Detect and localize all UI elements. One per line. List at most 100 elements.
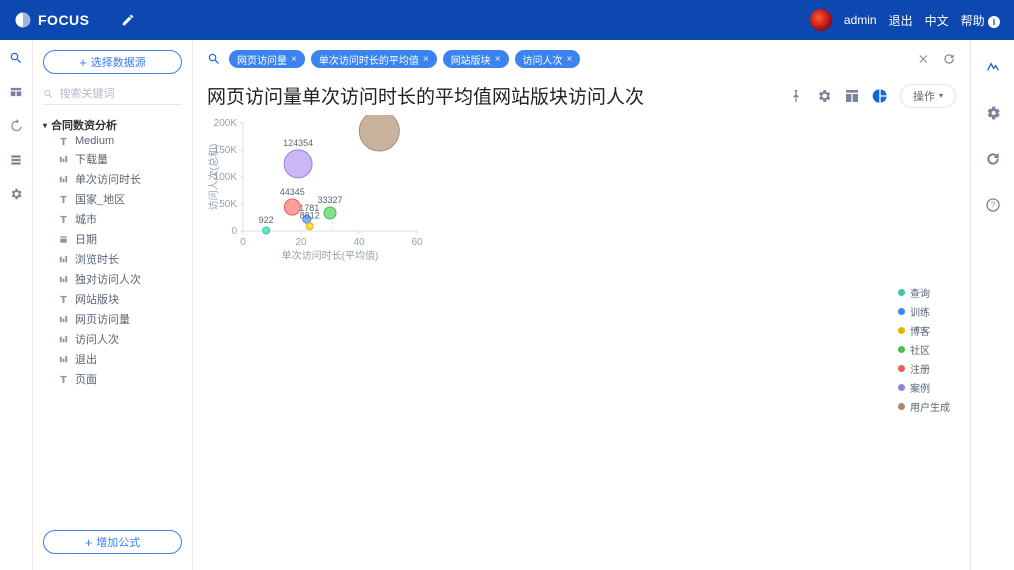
help-link[interactable]: 帮助 i <box>961 12 1000 29</box>
pill-close-icon[interactable]: × <box>567 54 573 65</box>
chart-icon[interactable] <box>872 88 888 104</box>
field-item[interactable]: 城市 <box>43 209 182 229</box>
header-right: admin 退出 中文 帮助 i <box>810 9 1000 31</box>
username[interactable]: admin <box>844 13 877 27</box>
content: 网页访问量× 单次访问时长的平均值× 网站版块× 访问人次× 网页访问量单次访问时长的… <box>193 40 970 570</box>
query-search-icon[interactable] <box>207 52 221 66</box>
field-item[interactable]: 国家_地区 <box>43 189 182 209</box>
svg-text:?: ? <box>990 201 995 210</box>
operate-button[interactable]: 操作 ▾ <box>900 84 956 108</box>
svg-text:124354: 124354 <box>283 138 313 148</box>
bubble[interactable] <box>359 115 399 151</box>
field-search[interactable] <box>43 88 182 105</box>
logo[interactable]: FOCUS <box>14 11 90 29</box>
bubble[interactable] <box>284 150 312 178</box>
field-type-icon <box>57 173 69 185</box>
table-icon[interactable] <box>844 88 860 104</box>
chevron-down-icon: ▾ <box>939 91 943 100</box>
svg-text:访问人次(总和): 访问人次(总和) <box>207 144 220 211</box>
logo-icon <box>14 11 32 29</box>
edit-icon[interactable] <box>120 12 136 28</box>
legend: 查询训练博客社区注册案例用户生成 <box>898 285 950 418</box>
field-item[interactable]: 页面 <box>43 369 182 389</box>
legend-item[interactable]: 博客 <box>898 323 950 338</box>
bubble[interactable] <box>284 199 300 215</box>
field-item[interactable]: 日期 <box>43 229 182 249</box>
svg-text:922: 922 <box>259 215 274 225</box>
reload-icon[interactable] <box>980 146 1006 172</box>
pill-close-icon[interactable]: × <box>291 54 297 65</box>
query-bar: 网页访问量× 单次访问时长的平均值× 网站版块× 访问人次× <box>207 50 956 68</box>
field-item[interactable]: 访问人次 <box>43 329 182 349</box>
legend-item[interactable]: 注册 <box>898 361 950 376</box>
bubble[interactable] <box>306 223 313 230</box>
field-search-input[interactable] <box>60 88 182 100</box>
field-item[interactable]: Medium <box>43 133 182 149</box>
left-rail <box>0 40 33 570</box>
field-type-icon <box>57 135 69 147</box>
help-icon[interactable]: ? <box>980 192 1006 218</box>
query-pill[interactable]: 访问人次× <box>515 50 581 68</box>
field-type-icon <box>57 293 69 305</box>
rail-settings-icon[interactable] <box>8 186 24 202</box>
field-type-icon <box>57 213 69 225</box>
svg-text:0: 0 <box>240 237 246 248</box>
settings-icon[interactable] <box>816 88 832 104</box>
chart: 050K100K150K200K0204060单次访问时长(平均值)访问人次(总… <box>207 115 956 570</box>
lang-link[interactable]: 中文 <box>925 12 949 29</box>
query-pill[interactable]: 网页访问量× <box>229 50 305 68</box>
bubble[interactable] <box>324 207 336 219</box>
pill-close-icon[interactable]: × <box>495 54 501 65</box>
query-pill[interactable]: 网站版块× <box>443 50 509 68</box>
field-type-icon <box>57 193 69 205</box>
field-type-icon <box>57 273 69 285</box>
legend-item[interactable]: 查询 <box>898 285 950 300</box>
bubble-chart-svg: 050K100K150K200K0204060单次访问时长(平均值)访问人次(总… <box>207 115 507 265</box>
field-tree: ▾ 合同数资分析 Medium下载量单次访问时长国家_地区城市日期浏览时长独对访… <box>43 117 182 389</box>
legend-item[interactable]: 训练 <box>898 304 950 319</box>
field-item[interactable]: 独对访问人次 <box>43 269 182 289</box>
clear-icon[interactable] <box>918 52 932 66</box>
field-item[interactable]: 网站版块 <box>43 289 182 309</box>
plus-icon: + <box>79 56 87 69</box>
legend-dot <box>898 384 905 391</box>
select-source-button[interactable]: + 选择数据源 <box>43 50 182 74</box>
svg-text:50K: 50K <box>219 199 237 210</box>
query-pills: 网页访问量× 单次访问时长的平均值× 网站版块× 访问人次× <box>229 50 910 68</box>
field-type-icon <box>57 153 69 165</box>
pin-icon[interactable] <box>788 88 804 104</box>
field-item[interactable]: 浏览时长 <box>43 249 182 269</box>
bubble[interactable] <box>263 227 270 234</box>
avatar[interactable] <box>810 9 832 31</box>
svg-text:60: 60 <box>411 237 423 248</box>
legend-dot <box>898 365 905 372</box>
body: + 选择数据源 ▾ 合同数资分析 Medium下载量单次访问时长国家_地区城市日… <box>0 40 1014 570</box>
rail-data-icon[interactable] <box>8 152 24 168</box>
logout-link[interactable]: 退出 <box>889 12 913 29</box>
tree-group[interactable]: ▾ 合同数资分析 <box>43 117 182 133</box>
edit-chart-icon[interactable] <box>980 54 1006 80</box>
app-header: FOCUS admin 退出 中文 帮助 i <box>0 0 1014 40</box>
search-icon <box>43 88 54 100</box>
field-item[interactable]: 下载量 <box>43 149 182 169</box>
legend-item[interactable]: 案例 <box>898 380 950 395</box>
page-title: 网页访问量单次访问时长的平均值网站版块访问人次 <box>207 82 644 109</box>
refresh-icon[interactable] <box>942 52 956 66</box>
legend-item[interactable]: 社区 <box>898 342 950 357</box>
add-formula-button[interactable]: + 增加公式 <box>43 530 182 554</box>
sidebar: + 选择数据源 ▾ 合同数资分析 Medium下载量单次访问时长国家_地区城市日… <box>33 40 193 570</box>
svg-text:20: 20 <box>295 237 307 248</box>
svg-text:33327: 33327 <box>317 195 342 205</box>
legend-item[interactable]: 用户生成 <box>898 399 950 414</box>
svg-text:8812: 8812 <box>300 211 320 221</box>
legend-dot <box>898 327 905 334</box>
pill-close-icon[interactable]: × <box>423 54 429 65</box>
field-item[interactable]: 网页访问量 <box>43 309 182 329</box>
rail-board-icon[interactable] <box>8 84 24 100</box>
config-icon[interactable] <box>980 100 1006 126</box>
rail-search-icon[interactable] <box>8 50 24 66</box>
field-item[interactable]: 退出 <box>43 349 182 369</box>
query-pill[interactable]: 单次访问时长的平均值× <box>311 50 437 68</box>
rail-history-icon[interactable] <box>8 118 24 134</box>
field-item[interactable]: 单次访问时长 <box>43 169 182 189</box>
